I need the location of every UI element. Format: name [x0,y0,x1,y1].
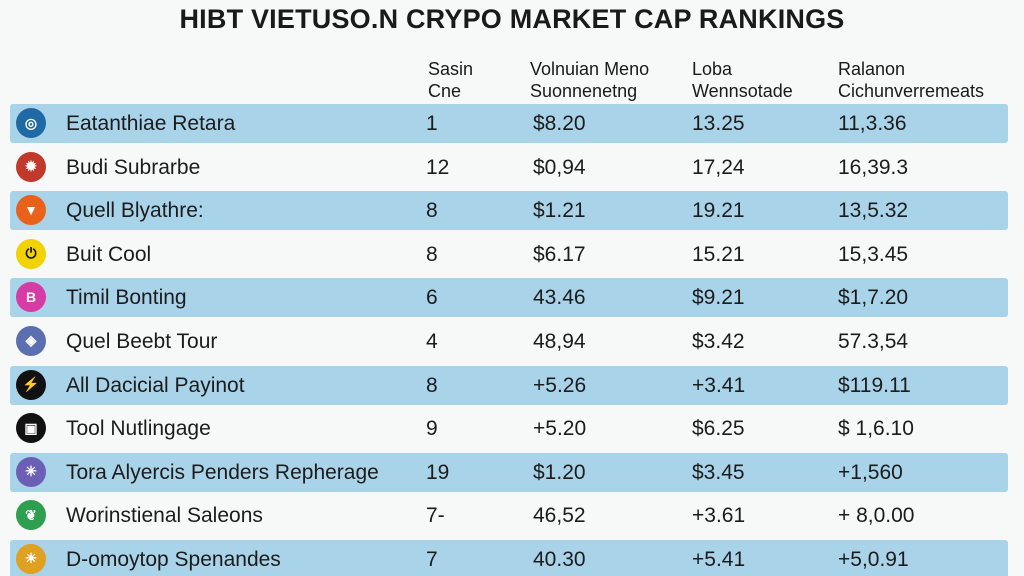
flame-coin-icon: ▼ [16,195,46,226]
b-coin-icon: B [16,282,46,313]
globe-coin-icon: ◎ [16,108,46,138]
coin-rank: 8 [426,199,438,223]
header-volume-line1: Volnuian Meno [530,59,650,79]
coin-rank: 1 [426,112,438,135]
coin-rank: 19 [426,460,450,484]
table-row[interactable]: ☀ D-omoytop Spenandes 7 40.30 +5.41 +5,0.91 [10,539,1008,576]
coin-name: Quel Beebt Tour [66,329,218,353]
table-row[interactable]: ⏻ Buit Cool 8 $6.17 15.21 15,3.45 [10,234,1008,274]
cube-coin-icon: ▣ [16,413,46,444]
coin-relation: 15,3.45 [838,242,909,266]
coin-relation: 57.3,54 [838,329,909,353]
coin-volume: 46,52 [533,504,586,528]
coin-name: Eatanthiae Retara [66,112,236,135]
coin-rank: 7- [426,504,445,528]
coin-volume: +5.26 [533,373,587,397]
table-row[interactable]: ❦ Worinstienal Saleons 7- 46,52 +3.61 + 8,0.0… [10,496,1008,536]
coin-volume: $1.21 [533,199,586,223]
coin-volume: $8.20 [533,112,586,135]
coin-relation: $ 1,6.10 [838,417,914,441]
coin-rank: 12 [426,155,450,179]
coin-volume: 48,94 [533,329,586,353]
coin-relation: +1,560 [838,460,903,484]
coin-name: All Dacicial Payinot [66,373,245,397]
coin-volume: 40.30 [533,547,586,571]
coin-loba: 13.25 [692,112,745,135]
coin-name: Quell Blyathre: [66,199,204,223]
table-row[interactable]: ✹ Budi Subrarbe 12 $0,94 17,24 16,39.3 [10,147,1008,187]
coin-volume: $6.17 [533,242,586,266]
coin-relation: 11,3.36 [838,112,907,135]
coin-rank: 8 [426,242,438,266]
coin-name: Worinstienal Saleons [66,504,263,528]
coin-relation: $1,7.20 [838,286,909,310]
table-row[interactable]: ◎ Eatanthiae Retara 1 $8.20 13.25 11,3.36 [10,104,1008,143]
shield-coin-icon: ◈ [16,325,46,356]
coin-name: Timil Bonting [66,286,187,310]
coin-volume: 43.46 [533,286,586,310]
header-loba: Loba Wennsotade [692,58,793,102]
coin-loba: $6.25 [692,417,745,441]
header-rank-line1: Sasin [428,59,474,79]
coin-loba: $9.21 [692,286,745,310]
table-row[interactable]: ▣ Tool Nutlingage 9 +5.20 $6.25 $ 1,6.10 [10,409,1008,449]
coin-loba: +3.41 [692,373,746,397]
sun-coin-icon: ☀ [16,543,46,574]
coin-volume: $1.20 [533,460,586,484]
header-relation-line1: Ralanon [838,59,906,79]
coin-relation: 16,39.3 [838,155,909,179]
header-rank-line2: Cne [428,81,462,101]
lightning-coin-icon: ⚡ [16,369,46,400]
coin-loba: +3.61 [692,504,746,528]
coin-name: Budi Subrarbe [66,155,201,179]
coin-name: Buit Cool [66,242,152,266]
header-loba-line1: Loba [692,59,733,79]
coin-name: Tora Alyercis Penders Repherage [66,460,379,484]
header-volume: Volnuian Meno Suonnenetng [530,58,649,102]
rankings-table: ◎ Eatanthiae Retara 1 $8.20 13.25 11,3.36 ✹ Bud… [10,104,1008,576]
coin-rank: 7 [426,547,438,571]
coin-rank: 6 [426,286,438,310]
coin-loba: $3.45 [692,460,745,484]
coin-loba: 17,24 [692,155,745,179]
coin-loba: 15.21 [692,242,745,266]
coin-rank: 4 [426,329,438,353]
header-relation-line2: Cichunverremeats [838,81,985,101]
header-relation: Ralanon Cichunverremeats [838,58,984,102]
coin-relation: $119.11 [838,373,911,397]
table-row[interactable]: ✳ Tora Alyercis Penders Repherage 19 $1.20 $… [10,452,1008,492]
header-volume-line2: Suonnenetng [530,81,638,101]
page-title: HIBT VIETUSO.N CRYPO MARKET CAP RANKINGS [179,4,845,34]
header-loba-line2: Wennsotade [692,81,793,101]
coin-name: Tool Nutlingage [66,417,211,441]
coin-rank: 8 [426,373,438,397]
coin-relation: 13,5.32 [838,199,909,223]
table-row[interactable]: ⚡ All Dacicial Payinot 8 +5.26 +3.41 $119.11 [10,365,1008,405]
coin-name: D-omoytop Spenandes [66,547,281,571]
table-row[interactable]: B Timil Bonting 6 43.46 $9.21 $1,7.20 [10,278,1008,318]
network-coin-icon: ✳ [16,456,46,487]
table-row[interactable]: ▼ Quell Blyathre: 8 $1.21 19.21 13,5.32 [10,191,1008,231]
gear-coin-icon: ✹ [16,151,46,182]
coin-volume: $0,94 [533,155,586,179]
leaf-coin-icon: ❦ [16,500,46,531]
power-coin-icon: ⏻ [16,238,46,269]
coin-volume: +5.20 [533,417,587,441]
coin-loba: 19.21 [692,199,745,223]
coin-relation: + 8,0.00 [838,504,915,528]
coin-relation: +5,0.91 [838,547,909,571]
table-row[interactable]: ◈ Quel Beebt Tour 4 48,94 $3.42 57.3,54 [10,321,1008,361]
coin-loba: +5.41 [692,547,746,571]
coin-loba: $3.42 [692,329,745,353]
coin-rank: 9 [426,417,438,441]
header-rank: Sasin Cne [428,58,473,102]
